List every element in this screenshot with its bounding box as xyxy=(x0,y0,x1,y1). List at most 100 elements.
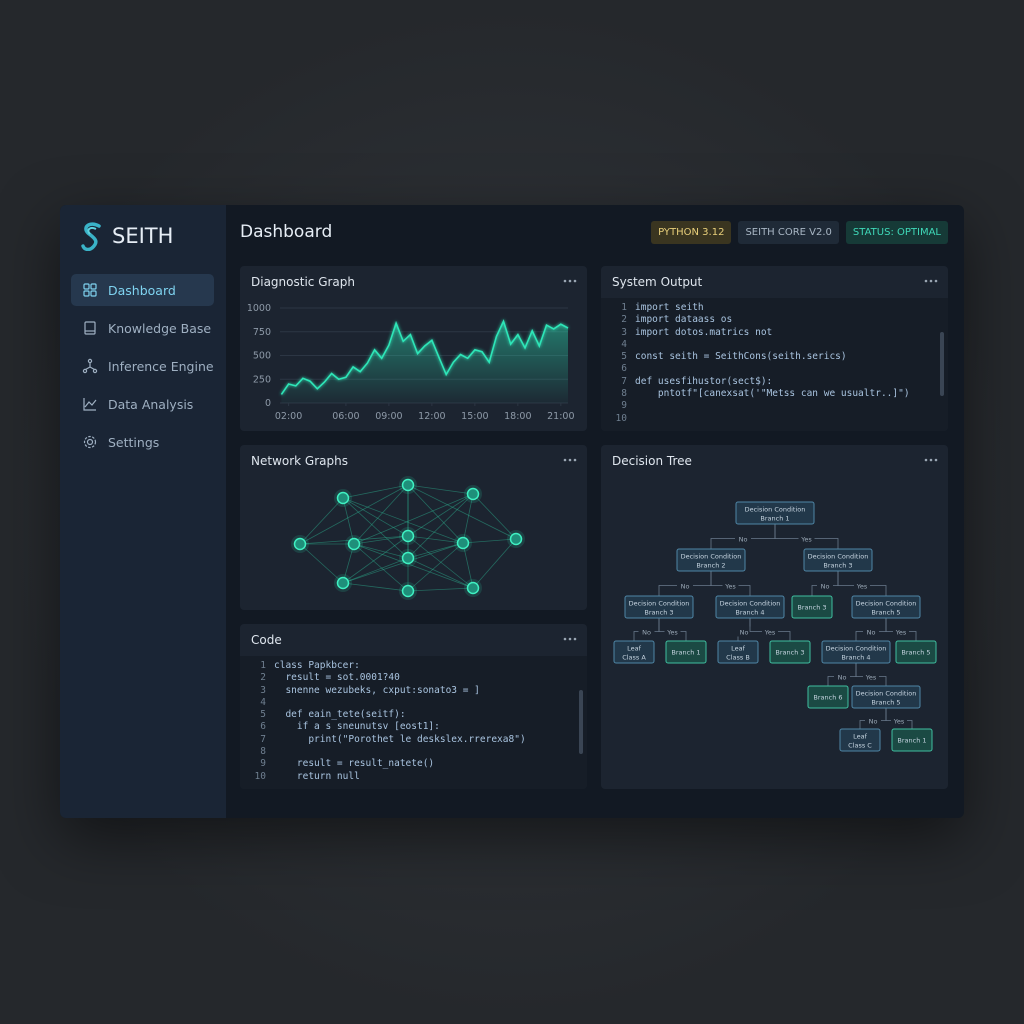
line-number: 5 xyxy=(621,351,627,363)
edge-label-bg xyxy=(863,671,879,682)
brand-name: SEITH xyxy=(112,224,174,248)
badge: PYTHON 3.12 xyxy=(651,221,732,244)
code-line: 1 class Papkbcer: xyxy=(240,660,587,672)
tree-node-label: Decision Condition xyxy=(629,600,690,608)
tree-node[interactable] xyxy=(851,685,921,709)
badge: STATUS: OPTIMAL xyxy=(845,221,948,244)
menu-dots[interactable] xyxy=(563,279,577,283)
tree-node[interactable] xyxy=(735,501,815,525)
panel-title: System Output xyxy=(612,275,703,289)
network-node[interactable] xyxy=(401,478,415,492)
code-line: 6 if a s sneunutsv [eost1]: xyxy=(240,721,587,733)
edge-label-bg xyxy=(722,580,739,591)
line-number: 10 xyxy=(254,770,266,782)
network-edge xyxy=(472,538,517,589)
tree-node[interactable] xyxy=(839,728,881,752)
edge-label: Yes xyxy=(893,718,905,726)
edge-label: Yes xyxy=(724,583,736,591)
nav-item[interactable]: Inference Engine xyxy=(71,350,214,382)
network-edge xyxy=(407,484,464,544)
menu-dots[interactable] xyxy=(563,458,577,462)
tree-node[interactable] xyxy=(791,595,833,619)
network-node[interactable] xyxy=(456,536,470,550)
tree-node[interactable] xyxy=(891,728,933,752)
tree-node-label: Branch 4 xyxy=(735,609,764,617)
code-line: 5 const seith = SeithCons(seith.serics) xyxy=(601,351,948,363)
scrollbar[interactable] xyxy=(940,332,944,396)
tree-node-label: Class B xyxy=(726,654,750,662)
menu-dots[interactable] xyxy=(924,458,938,462)
tree-node[interactable] xyxy=(821,640,891,664)
edge-label: Yes xyxy=(865,674,877,682)
network-edge xyxy=(407,557,474,589)
tree-node[interactable] xyxy=(717,640,759,664)
edge-label-bg xyxy=(735,533,751,544)
code-block: 1 import seith 2 import dataass os 3 import d… xyxy=(601,298,948,431)
diagnostic-panel: Diagnostic Graph 0 250 500 750 1000 02:00 06:0… xyxy=(240,266,587,431)
nav-icon xyxy=(83,283,97,297)
menu-dots[interactable] xyxy=(924,279,938,283)
nav-item[interactable]: Data Analysis xyxy=(71,388,214,420)
network-node[interactable] xyxy=(509,532,523,546)
page-title: Dashboard xyxy=(240,222,333,242)
network-node[interactable] xyxy=(347,537,361,551)
network-node[interactable] xyxy=(401,584,415,598)
code-line: 7 def usesfihustor(sect$): xyxy=(601,376,948,388)
line-number: 6 xyxy=(260,721,266,733)
code-text: if a s sneunutsv [eost1]: xyxy=(274,721,440,733)
brand-logo xyxy=(81,222,101,251)
nav-icon xyxy=(84,321,96,335)
tree-node[interactable] xyxy=(665,640,707,664)
edge-label-bg xyxy=(865,715,881,726)
edge-label: Yes xyxy=(895,629,907,637)
tree-node[interactable] xyxy=(803,548,873,572)
network-node[interactable] xyxy=(336,576,350,590)
network-node[interactable] xyxy=(401,551,415,565)
edge-label: No xyxy=(739,536,748,544)
line-number: 10 xyxy=(615,412,627,424)
line-number: 2 xyxy=(260,672,266,684)
tree-node[interactable] xyxy=(851,595,921,619)
code-line: 7 print("Porothet le deskslex.rrerexa8") xyxy=(240,734,587,746)
code-line: 10 return null xyxy=(240,771,587,783)
network-graph xyxy=(291,476,525,600)
line-number: 5 xyxy=(260,709,266,721)
line-number: 7 xyxy=(260,733,266,745)
scrollbar[interactable] xyxy=(579,690,583,754)
system-output-panel: System Output 1 import seith 2 import dataa… xyxy=(601,266,948,431)
sidebar: SEITH Dashboard Knowledge Base Inference E… xyxy=(60,205,226,818)
line-number: 3 xyxy=(621,326,627,338)
edge-label-bg xyxy=(664,626,681,637)
code-text: const seith = SeithCons(seith.serics) xyxy=(635,351,847,363)
network-node[interactable] xyxy=(336,491,350,505)
tree-node[interactable] xyxy=(715,595,785,619)
menu-dots[interactable] xyxy=(563,637,577,641)
nav-item[interactable]: Dashboard xyxy=(71,274,214,306)
tree-node-label: Branch 6 xyxy=(813,694,842,702)
tree-node-label: Branch 3 xyxy=(644,609,673,617)
code-line: 3 import dotos.matrics not xyxy=(601,327,948,339)
tree-node[interactable] xyxy=(807,685,849,709)
tree-node[interactable] xyxy=(613,640,655,664)
network-node[interactable] xyxy=(466,487,480,501)
app-window: SEITH Dashboard Knowledge Base Inference E… xyxy=(60,205,964,818)
line-number: 9 xyxy=(260,758,266,770)
tree-node[interactable] xyxy=(676,548,746,572)
edge-label-bg xyxy=(854,580,870,591)
code-text: print("Porothet le deskslex.rrerexa8") xyxy=(274,733,526,745)
network-node[interactable] xyxy=(466,581,480,595)
edge-label-bg xyxy=(762,626,778,637)
nav-icon xyxy=(82,358,98,374)
tree-node[interactable] xyxy=(895,640,937,664)
network-node[interactable] xyxy=(293,537,307,551)
network-node[interactable] xyxy=(401,529,415,543)
nav-item[interactable]: Knowledge Base xyxy=(71,312,214,344)
tree-node-label: Decision Condition xyxy=(745,506,806,514)
tree-node[interactable] xyxy=(769,640,811,664)
nav-item[interactable]: Settings xyxy=(71,426,214,458)
tree-node[interactable] xyxy=(624,595,694,619)
y-tick-label: 750 xyxy=(253,327,271,338)
line-number: 3 xyxy=(260,684,266,696)
code-text: import dataass os xyxy=(635,314,733,326)
